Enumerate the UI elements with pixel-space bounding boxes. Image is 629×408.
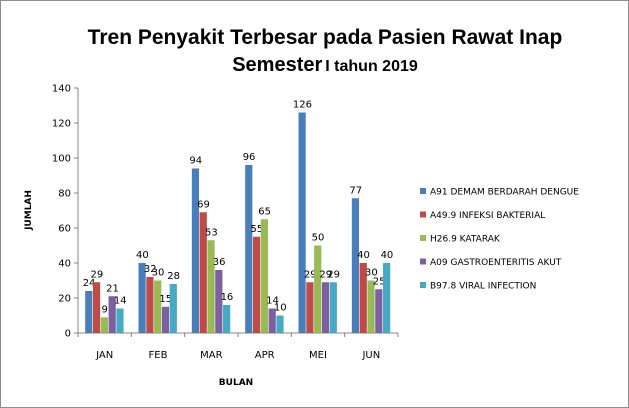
data-label: 28 xyxy=(167,271,180,282)
bar xyxy=(245,165,253,333)
y-tick-label: 0 xyxy=(65,329,71,340)
y-tick-label: 40 xyxy=(58,259,71,270)
bar xyxy=(298,112,306,333)
legend-label: A91 DEMAM BERDARAH DENGUE xyxy=(430,188,579,198)
x-axis-label: BULAN xyxy=(219,378,253,388)
y-axis-label: JUMLAH xyxy=(24,190,34,231)
x-tick-label: JAN xyxy=(95,350,113,361)
legend-label: B97.8 VIRAL INFECTION xyxy=(430,282,536,292)
legend-swatch xyxy=(420,282,426,288)
legend-swatch xyxy=(420,258,426,265)
data-label: 65 xyxy=(258,206,271,217)
bar xyxy=(306,282,314,333)
data-label: 30 xyxy=(152,268,165,279)
data-label: 36 xyxy=(213,257,226,268)
y-tick-label: 100 xyxy=(52,154,71,165)
bar xyxy=(207,240,215,333)
data-label: 14 xyxy=(114,296,127,307)
bar xyxy=(321,282,330,333)
bar xyxy=(329,282,337,333)
data-label: 29 xyxy=(304,269,317,280)
y-tick-label: 20 xyxy=(58,294,71,305)
data-label: 29 xyxy=(90,269,103,280)
chart-title: Tren Penyakit Terbesar pada Pasien Rawat… xyxy=(88,26,563,49)
y-tick-label: 60 xyxy=(58,224,71,235)
bar xyxy=(199,212,207,333)
legend: A91 DEMAM BERDARAH DENGUE A49.9 INFEKSI B… xyxy=(420,188,579,292)
chart-title-line2-main: Semester xyxy=(232,54,322,76)
legend-swatch xyxy=(420,188,426,194)
data-label: 21 xyxy=(106,283,119,294)
data-label: 15 xyxy=(159,294,172,305)
data-label: 24 xyxy=(83,278,96,289)
bar xyxy=(351,198,360,333)
bar xyxy=(85,291,93,333)
y-tick-label: 120 xyxy=(52,119,71,130)
bar xyxy=(215,270,223,333)
data-label: 40 xyxy=(357,250,370,261)
bar xyxy=(252,236,261,333)
data-label: 40 xyxy=(136,250,149,261)
bar xyxy=(191,168,200,333)
legend-label: A09 GASTROENTERITIS AKUT xyxy=(430,258,562,268)
bar xyxy=(276,315,284,333)
bar xyxy=(108,296,116,333)
data-label: 9 xyxy=(101,304,107,315)
y-tick-label: 140 xyxy=(52,84,71,95)
bar xyxy=(154,280,162,333)
data-label: 10 xyxy=(274,303,287,314)
bar xyxy=(260,219,268,333)
y-tick-label: 80 xyxy=(58,189,71,200)
x-tick-label: JUN xyxy=(361,350,380,361)
bar xyxy=(146,277,154,333)
data-label: 53 xyxy=(205,227,218,238)
data-label: 69 xyxy=(197,199,210,210)
bar xyxy=(383,263,391,333)
x-tick-label: MAR xyxy=(200,350,222,361)
bar xyxy=(375,289,383,333)
bar xyxy=(223,305,231,333)
data-label: 94 xyxy=(189,156,202,167)
data-label: 50 xyxy=(312,233,325,244)
bar xyxy=(367,280,375,333)
data-label: 77 xyxy=(349,185,362,196)
bar xyxy=(116,308,124,333)
data-label: 30 xyxy=(365,268,378,279)
bar xyxy=(314,245,322,333)
data-label: 25 xyxy=(373,276,386,287)
bar xyxy=(92,282,101,333)
data-label: 29 xyxy=(319,269,332,280)
data-label: 40 xyxy=(381,250,394,261)
plot-area: 020406080100120140JAN242992114FEB4032301… xyxy=(52,84,399,361)
data-label: 32 xyxy=(144,264,157,275)
data-label: 29 xyxy=(327,269,340,280)
chart-title-line2: Semester I tahun 2019 xyxy=(232,54,418,76)
bar xyxy=(100,317,108,333)
data-label: 14 xyxy=(266,296,279,307)
data-label: 96 xyxy=(243,152,256,163)
legend-label: H26.9 KATARAK xyxy=(430,235,501,245)
chart-title-line2-small: I tahun 2019 xyxy=(325,58,418,75)
data-label: 16 xyxy=(221,292,234,303)
x-tick-label: MEI xyxy=(309,350,327,361)
legend-label: A49.9 INFEKSI BAKTERIAL xyxy=(430,211,545,221)
bar xyxy=(359,263,367,333)
bar xyxy=(161,306,170,333)
data-label: 126 xyxy=(293,100,312,111)
data-label: 55 xyxy=(250,224,263,235)
bar xyxy=(169,284,177,333)
x-tick-label: APR xyxy=(255,350,275,361)
x-tick-label: FEB xyxy=(149,350,168,361)
bar xyxy=(268,308,276,333)
bar xyxy=(138,263,146,333)
legend-swatch xyxy=(420,211,426,218)
legend-swatch xyxy=(420,235,426,241)
